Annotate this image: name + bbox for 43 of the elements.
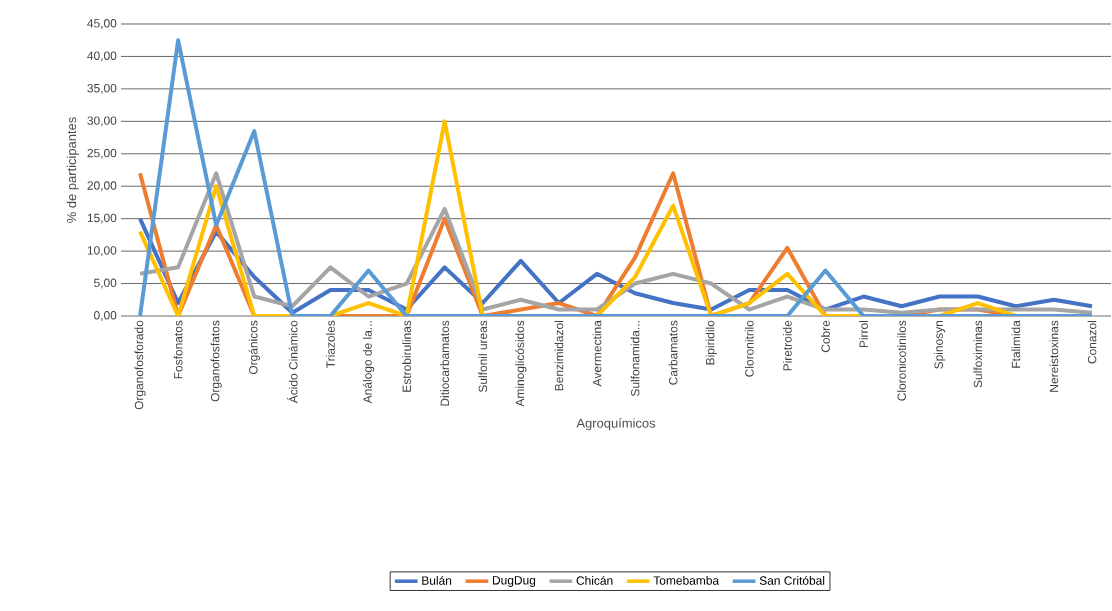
- x-tick-label: Ácido Cinámico: [287, 320, 298, 404]
- x-tick-label: Bipiridilo: [705, 320, 717, 365]
- x-tick-label: Cloronicotinilos: [897, 320, 906, 401]
- x-tick-label: Análogo de la...: [362, 321, 375, 404]
- y-tick-label: 25,00: [87, 148, 117, 159]
- x-tick-label: Sulfonamida...: [630, 321, 640, 397]
- x-tick-label: Nereistoxinas: [1049, 320, 1059, 392]
- legend-label: Chicán: [576, 575, 613, 585]
- x-axis-title: Agroquímicos: [576, 418, 656, 431]
- y-tick-label: 40,00: [87, 51, 117, 62]
- x-tick-label: Cobre: [821, 320, 830, 353]
- legend-label: Bulán: [422, 575, 452, 585]
- x-tick-label: Benzimidazol: [554, 321, 564, 391]
- x-tick-label: Carbamatos: [668, 320, 678, 385]
- y-tick-label: 30,00: [87, 116, 117, 127]
- y-tick-label: 20,00: [87, 181, 117, 192]
- legend-label: Tomebamba: [653, 575, 720, 585]
- x-tick-label: Pirrol: [859, 320, 868, 348]
- y-tick-label: 45,00: [87, 19, 117, 29]
- x-tick-label: Conazol: [1087, 320, 1097, 364]
- legend-label: San Critóbal: [759, 575, 825, 585]
- y-axis-title: % de participantes: [66, 117, 79, 223]
- x-tick-label: Sulfoximinas: [973, 320, 983, 388]
- x-tick-label: Piretroide: [782, 320, 792, 371]
- y-tick-label: 0,00: [94, 311, 117, 321]
- legend-label: DugDug: [492, 576, 536, 587]
- x-tick-label: Aminoglicósidos: [515, 320, 527, 407]
- x-tick-label: Organofosfatos: [210, 320, 222, 402]
- x-tick-label: Sulfonil ureas: [478, 320, 488, 393]
- y-tick-label: 5,00: [94, 278, 117, 289]
- x-tick-label: Fosfonatos: [173, 320, 183, 379]
- x-tick-label: Triazoles: [326, 320, 335, 368]
- x-tick-label: Spinosyn: [934, 320, 946, 369]
- y-tick-label: 35,00: [87, 83, 117, 94]
- y-tick-label: 15,00: [87, 213, 117, 224]
- x-tick-label: Avermectina: [592, 320, 602, 387]
- y-tick-label: 10,00: [87, 246, 117, 257]
- x-tick-label: Orgánicos: [248, 320, 260, 375]
- x-tick-label: Organofosforado: [134, 320, 146, 410]
- x-tick-label: Estrobirulinas: [402, 320, 411, 392]
- x-tick-label: Ditiocarbamatos: [440, 320, 450, 406]
- x-tick-label: Cloronitrilo: [744, 320, 754, 377]
- x-tick-label: Ftalimida: [1011, 320, 1021, 368]
